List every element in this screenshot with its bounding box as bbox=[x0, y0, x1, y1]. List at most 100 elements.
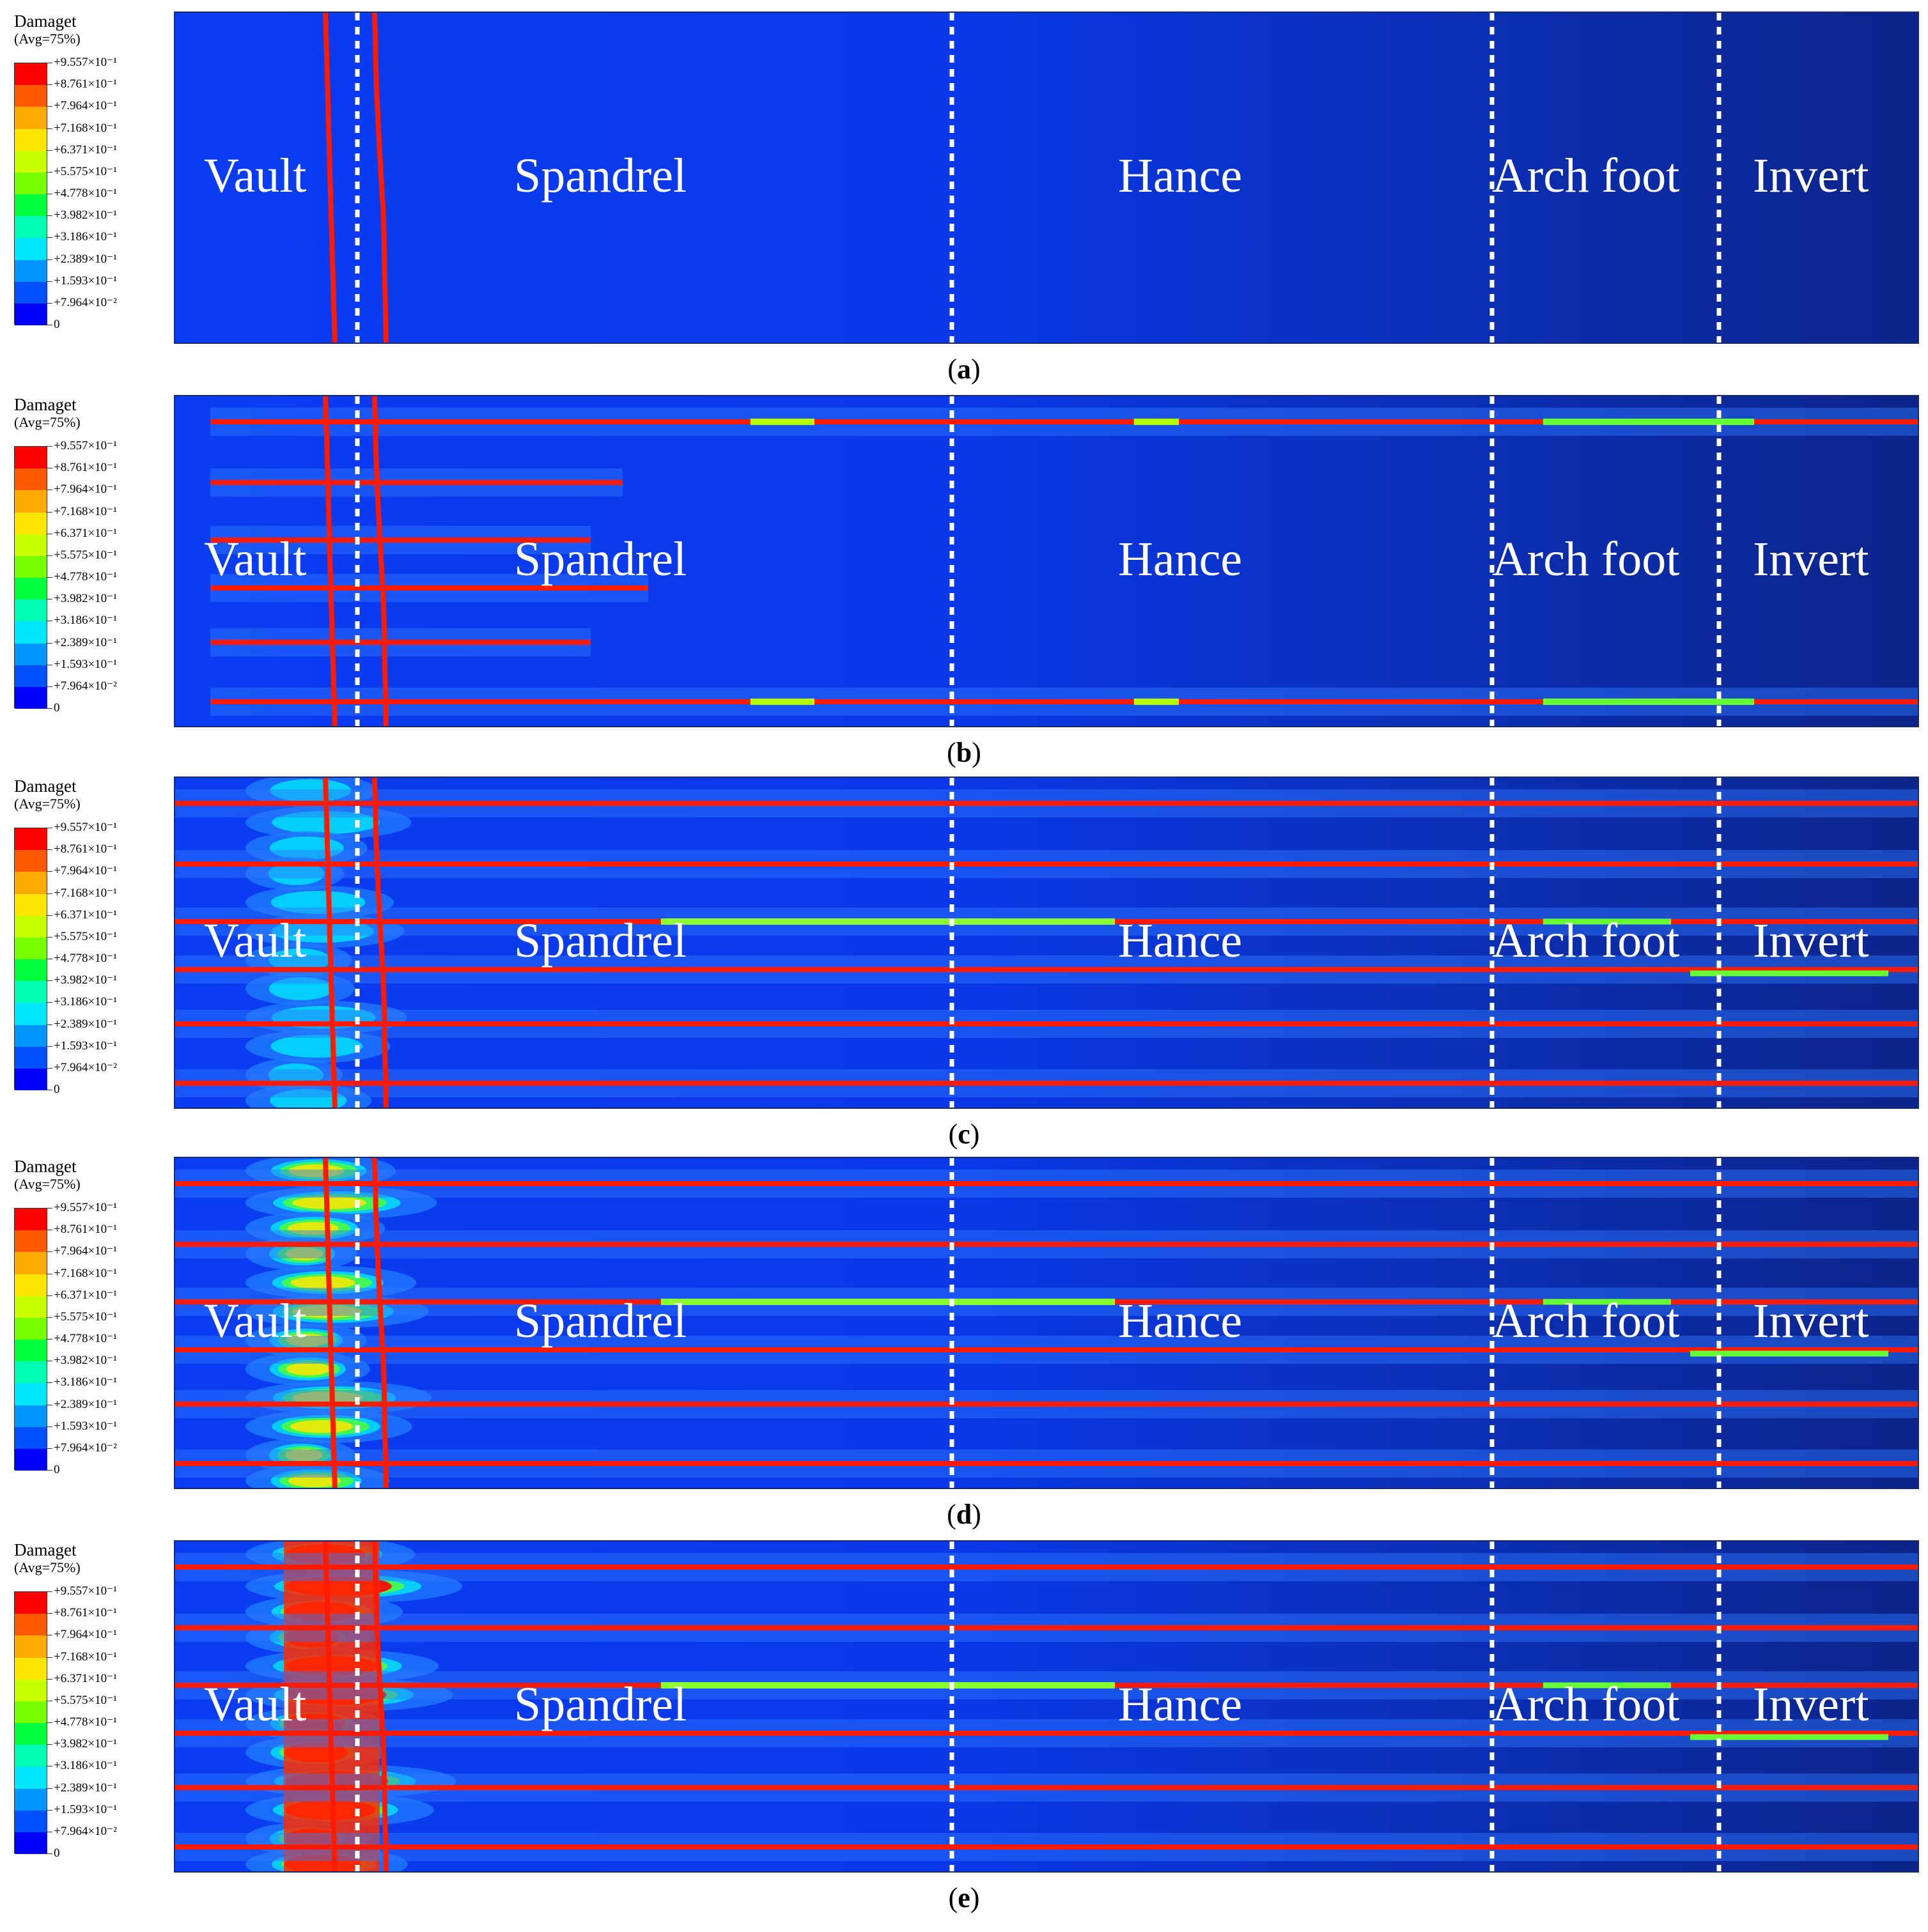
region-label-spandrel: Spandrel bbox=[514, 914, 687, 968]
vertical-crack bbox=[372, 1158, 389, 1488]
legend-label: +1.593×10⁻¹ bbox=[54, 1039, 117, 1053]
legend-label: +9.557×10⁻¹ bbox=[54, 439, 117, 452]
panel-e: Damaget (Avg=75%) +9.557×10⁻¹ +8.761×10⁻¹ +7… bbox=[0, 1540, 1928, 1917]
vertical-crack bbox=[372, 396, 389, 726]
legend-label: +9.557×10⁻¹ bbox=[54, 821, 117, 834]
region-label-arch-foot: Arch foot bbox=[1492, 914, 1680, 968]
contour-svg bbox=[175, 778, 1918, 1108]
legend-label: +3.982×10⁻¹ bbox=[54, 208, 117, 222]
region-label-spandrel: Spandrel bbox=[514, 1678, 687, 1731]
legend-tick bbox=[46, 215, 52, 217]
region-label-invert: Invert bbox=[1753, 1294, 1869, 1348]
region-label-invert: Invert bbox=[1753, 149, 1869, 203]
caption-letter: a bbox=[957, 353, 971, 385]
legend-tick bbox=[46, 642, 52, 644]
horizontal-cracks bbox=[175, 1553, 1918, 1861]
legend-swatch bbox=[15, 872, 47, 894]
legend-swatch bbox=[15, 128, 47, 151]
legend-label: +2.389×10⁻¹ bbox=[54, 1397, 117, 1411]
legend-tick bbox=[46, 1591, 52, 1592]
legend-colorbar bbox=[14, 446, 47, 709]
legend-tick bbox=[46, 686, 52, 687]
legend-swatch bbox=[15, 512, 47, 535]
legend-label: +7.964×10⁻² bbox=[54, 295, 117, 309]
legend-subtitle: (Avg=75%) bbox=[14, 796, 81, 812]
legend-tick bbox=[46, 446, 52, 447]
legend-swatch bbox=[15, 1230, 47, 1253]
legend-swatch bbox=[15, 1679, 47, 1702]
vertical-crack bbox=[372, 1542, 389, 1871]
legend-tick bbox=[46, 915, 52, 916]
legend-label: +1.593×10⁻¹ bbox=[54, 1802, 117, 1816]
legend-label: +3.982×10⁻¹ bbox=[54, 1354, 117, 1368]
legend-title: Damaget bbox=[14, 395, 77, 414]
legend-swatch bbox=[15, 665, 47, 688]
caption-letter: b bbox=[956, 737, 972, 768]
contour-svg bbox=[175, 1158, 1918, 1488]
legend-tick bbox=[46, 1678, 52, 1680]
damage-blob bbox=[268, 948, 331, 971]
legend-swatch bbox=[15, 599, 47, 622]
legend-swatch bbox=[15, 915, 47, 938]
legend-swatch bbox=[15, 490, 47, 513]
legend-tick bbox=[46, 150, 52, 151]
legend-label: +5.575×10⁻¹ bbox=[54, 548, 117, 562]
legend-label: +1.593×10⁻¹ bbox=[54, 1419, 117, 1433]
legend-label: +9.557×10⁻¹ bbox=[54, 1584, 117, 1598]
legend-label: +7.168×10⁻¹ bbox=[54, 886, 117, 900]
legend-label: 0 bbox=[54, 318, 60, 331]
damage-contour-plot: Vault Spandrel Hance Arch foot Invert bbox=[174, 1540, 1919, 1873]
region-label-hance: Hance bbox=[1118, 1678, 1243, 1731]
vertical-cracks bbox=[323, 13, 389, 343]
legend-label: +1.593×10⁻¹ bbox=[54, 657, 117, 671]
vertical-crack bbox=[372, 13, 389, 343]
panel-caption: (e) bbox=[0, 1882, 1928, 1914]
legend-label: +9.557×10⁻¹ bbox=[54, 56, 117, 69]
region-label-vault: Vault bbox=[204, 149, 307, 203]
legend-subtitle: (Avg=75%) bbox=[14, 1559, 81, 1575]
legend-tick bbox=[46, 1426, 52, 1427]
legend-tick bbox=[46, 1448, 52, 1449]
legend-swatch bbox=[15, 1068, 47, 1091]
legend-swatch bbox=[15, 1295, 47, 1318]
legend-colorbar bbox=[14, 1591, 47, 1855]
legend-tick bbox=[46, 1657, 52, 1658]
damage-blob bbox=[270, 891, 366, 914]
legend-label: +4.778×10⁻¹ bbox=[54, 570, 117, 583]
region-label-arch-foot: Arch foot bbox=[1492, 149, 1680, 203]
legend-label: +7.964×10⁻¹ bbox=[54, 864, 117, 878]
legend-label: +6.371×10⁻¹ bbox=[54, 1671, 117, 1685]
legend-tick bbox=[46, 708, 52, 709]
caption-paren-close: ) bbox=[970, 1118, 980, 1150]
legend-label: +5.575×10⁻¹ bbox=[54, 929, 117, 943]
legend-label: +3.186×10⁻¹ bbox=[54, 230, 117, 244]
region-label-invert: Invert bbox=[1753, 1678, 1869, 1731]
damage-contour-plot: Vault Spandrel Hance Arch foot Invert bbox=[174, 395, 1919, 727]
vertical-cracks bbox=[323, 1542, 389, 1871]
vertical-crack bbox=[323, 1542, 338, 1871]
vertical-crack bbox=[323, 13, 338, 343]
legend-tick bbox=[46, 1317, 52, 1318]
legend-swatch bbox=[15, 555, 47, 578]
damage-blob bbox=[270, 779, 352, 802]
legend-title: Damaget bbox=[14, 12, 77, 31]
legend-label: +4.778×10⁻¹ bbox=[54, 1332, 117, 1345]
legend-tick bbox=[46, 1470, 52, 1471]
legend-swatch bbox=[15, 85, 47, 107]
legend-label: 0 bbox=[54, 701, 60, 715]
region-label-vault: Vault bbox=[204, 1294, 307, 1348]
legend-tick bbox=[46, 281, 52, 282]
region-label-arch-foot: Arch foot bbox=[1492, 532, 1680, 586]
legend-label: +5.575×10⁻¹ bbox=[54, 164, 117, 178]
legend-label: +7.168×10⁻¹ bbox=[54, 1266, 117, 1280]
damage-contour-plot: Vault Spandrel Hance Arch foot Invert bbox=[174, 1157, 1919, 1489]
legend-swatch bbox=[15, 1788, 47, 1811]
caption-paren-open: ( bbox=[948, 1118, 958, 1150]
region-label-hance: Hance bbox=[1118, 914, 1243, 968]
legend-swatch bbox=[15, 259, 47, 282]
legend-label: +8.761×10⁻¹ bbox=[54, 842, 117, 856]
damage-blob bbox=[268, 977, 334, 1000]
legend-title: Damaget bbox=[14, 777, 77, 796]
legend-swatch bbox=[15, 447, 47, 469]
panel-d: Damaget (Avg=75%) +9.557×10⁻¹ +8.761×10⁻¹ +7… bbox=[0, 1157, 1928, 1534]
